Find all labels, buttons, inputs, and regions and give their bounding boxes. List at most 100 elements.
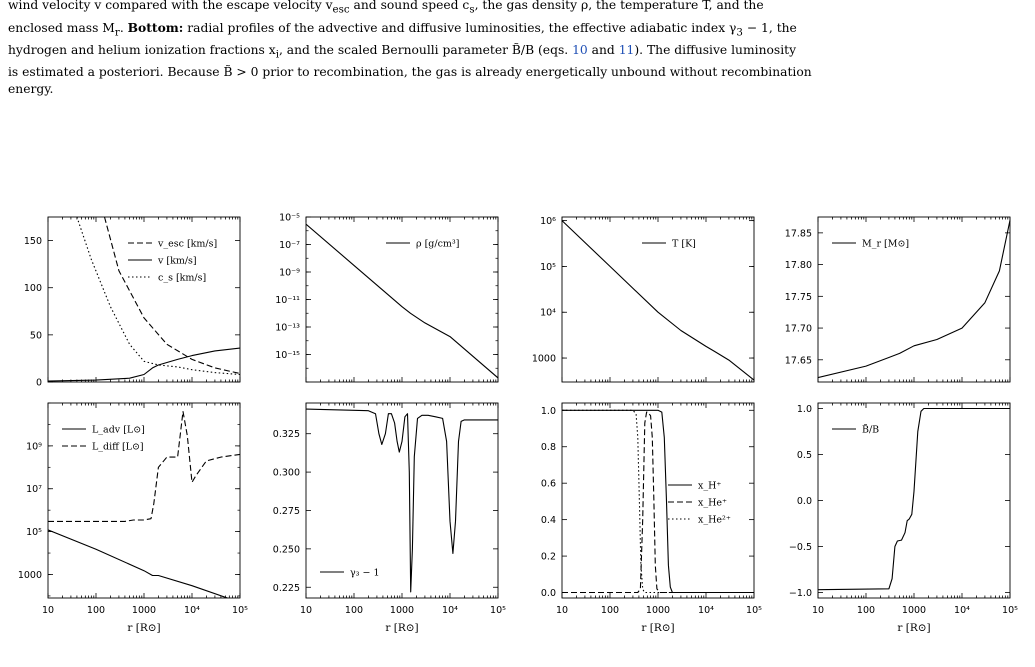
y-tick-label: 17.75 — [785, 292, 812, 303]
caption-line-2: enclosed mass Mr. Bottom: radial profile… — [8, 19, 797, 39]
figure-caption: wind velocity v compared with the escape… — [8, 0, 1026, 99]
y-tick-label: 17.65 — [785, 355, 812, 366]
series-line — [818, 407, 1010, 591]
plot-frame — [305, 402, 499, 599]
y-tick-label: 0.8 — [541, 442, 556, 453]
legend-label: x_He²⁺ — [698, 515, 731, 526]
y-tick-label: 10⁶ — [540, 216, 556, 227]
y-tick-label: 17.70 — [785, 324, 812, 335]
legend-label: v [km/s] — [157, 256, 197, 267]
y-tick-label: 0.325 — [273, 429, 300, 440]
x-tick-label: 100 — [601, 605, 619, 616]
x-axis-label: r [R⊙] — [641, 622, 674, 634]
x-tick-label: 1000 — [902, 605, 926, 616]
y-tick-label: 0.250 — [273, 544, 300, 555]
legend-label: T [K] — [672, 239, 696, 250]
panel-luminosity: 10 100 1000 10⁴ 10⁵ r [R⊙] 10⁹ 10⁷ 10⁵ 1000 L_adv … — [18, 402, 248, 634]
y-tick-label: 17.80 — [785, 260, 812, 271]
y-tick-label: 0.0 — [797, 496, 812, 507]
y-tick-label: 10⁻¹⁵ — [275, 350, 300, 361]
y-tick-label: 1.0 — [541, 406, 556, 417]
series-line — [562, 409, 754, 594]
series-line — [562, 411, 754, 594]
y-tick-label: 10⁻⁵ — [279, 213, 300, 224]
equation-ref-link[interactable]: 11 — [618, 42, 635, 57]
x-tick-label: 10⁴ — [698, 605, 714, 616]
series-line — [306, 223, 498, 379]
caption-line-4: is estimated a posteriori. Because B̃ > … — [8, 64, 812, 79]
y-tick-label: 0.5 — [797, 450, 812, 461]
series-line — [76, 217, 240, 376]
y-tick-label: 100 — [24, 283, 42, 294]
legend-label: ρ [g/cm³] — [416, 239, 459, 250]
x-axis-label: r [R⊙] — [897, 622, 930, 634]
y-tick-label: 50 — [30, 330, 42, 341]
panel-bernoulli: 10 100 1000 10⁴ 10⁵ r [R⊙] −1.0 −0.5 0.0 0.5 1.0 B̃… — [789, 402, 1018, 634]
series-line — [562, 220, 754, 381]
series-line — [48, 347, 240, 382]
legend-label: L_diff [L⊙] — [92, 442, 144, 453]
series-line — [306, 408, 498, 593]
legend-label: x_He⁺ — [698, 498, 727, 509]
legend-label: x_H⁺ — [698, 481, 721, 492]
x-tick-label: 100 — [857, 605, 875, 616]
x-tick-label: 10 — [300, 605, 312, 616]
caption-line-5: energy. — [8, 82, 54, 97]
x-tick-label: 10⁵ — [232, 605, 248, 616]
x-tick-label: 1000 — [132, 605, 156, 616]
x-tick-label: 1000 — [390, 605, 414, 616]
y-tick-label: 10⁴ — [540, 308, 556, 319]
x-axis-label: r [R⊙] — [385, 622, 418, 634]
y-tick-label: 10⁻⁷ — [279, 240, 300, 251]
x-tick-label: 10⁵ — [1002, 605, 1018, 616]
y-tick-label: 0.2 — [541, 552, 556, 563]
y-tick-label: 0.275 — [273, 506, 300, 517]
y-tick-label: −1.0 — [789, 588, 812, 599]
y-tick-label: 17.85 — [785, 228, 812, 239]
y-tick-label: 10⁹ — [26, 441, 42, 452]
y-tick-label: 10⁵ — [540, 262, 556, 273]
y-tick-label: 10⁻¹¹ — [275, 295, 300, 306]
legend-label: γ₃ − 1 — [350, 568, 380, 579]
x-tick-label: 10 — [42, 605, 54, 616]
legend-label: B̃/B — [862, 424, 879, 436]
x-tick-label: 10 — [812, 605, 824, 616]
plot-frame — [305, 216, 499, 383]
panel-velocity: 0 50 100 150 v_esc [km/s] v [km/s] c_s [km/s] — [24, 216, 241, 389]
y-tick-label: 150 — [24, 236, 42, 247]
x-tick-label: 10⁵ — [490, 605, 506, 616]
panel-temperature: 10⁶ 10⁵ 10⁴ 1000 T [K] — [532, 216, 755, 383]
series-line — [48, 410, 240, 522]
panel-density: 10⁻⁵ 10⁻⁷ 10⁻⁹ 10⁻¹¹ 10⁻¹³ 10⁻¹⁵ ρ [g/cm³] — [275, 213, 499, 383]
y-tick-label: 0.6 — [541, 479, 556, 490]
y-tick-label: 1000 — [18, 570, 42, 581]
series-line — [562, 409, 754, 594]
y-tick-label: 0.225 — [273, 583, 300, 594]
y-tick-label: 10⁵ — [26, 527, 42, 538]
x-tick-label: 100 — [87, 605, 105, 616]
y-tick-label: 0.0 — [541, 588, 556, 599]
x-axis-label: r [R⊙] — [127, 622, 160, 634]
y-tick-label: 0 — [36, 378, 42, 389]
y-tick-label: 0.300 — [273, 468, 300, 479]
y-tick-label: 1.0 — [797, 404, 812, 415]
x-tick-label: 1000 — [646, 605, 670, 616]
panel-mass: 17.65 17.70 17.75 17.80 17.85 M_r [M⊙] — [785, 216, 1011, 383]
caption-line-3: hydrogen and helium ionization fractions… — [8, 42, 797, 61]
y-tick-label: 1000 — [532, 354, 556, 365]
x-tick-label: 10⁵ — [746, 605, 762, 616]
x-tick-label: 100 — [345, 605, 363, 616]
panel-gamma: 10 100 1000 10⁴ 10⁵ r [R⊙] 0.225 0.250 0.275 0.30… — [273, 402, 506, 634]
series-line — [103, 217, 240, 375]
caption-line-1: wind velocity v compared with the escape… — [8, 0, 764, 16]
y-tick-label: 10⁷ — [26, 484, 42, 495]
x-tick-label: 10⁴ — [442, 605, 458, 616]
series-line — [48, 529, 230, 598]
y-tick-label: 0.4 — [541, 515, 556, 526]
y-tick-label: 10⁻¹³ — [275, 323, 300, 334]
x-tick-label: 10⁴ — [954, 605, 970, 616]
equation-ref-link[interactable]: 10 — [572, 42, 588, 57]
panel-ionization: 10 100 1000 10⁴ 10⁵ r [R⊙] 0.0 0.2 0.4 0.6 0.8 1.0 x… — [541, 402, 762, 634]
legend-label: c_s [km/s] — [158, 273, 206, 284]
